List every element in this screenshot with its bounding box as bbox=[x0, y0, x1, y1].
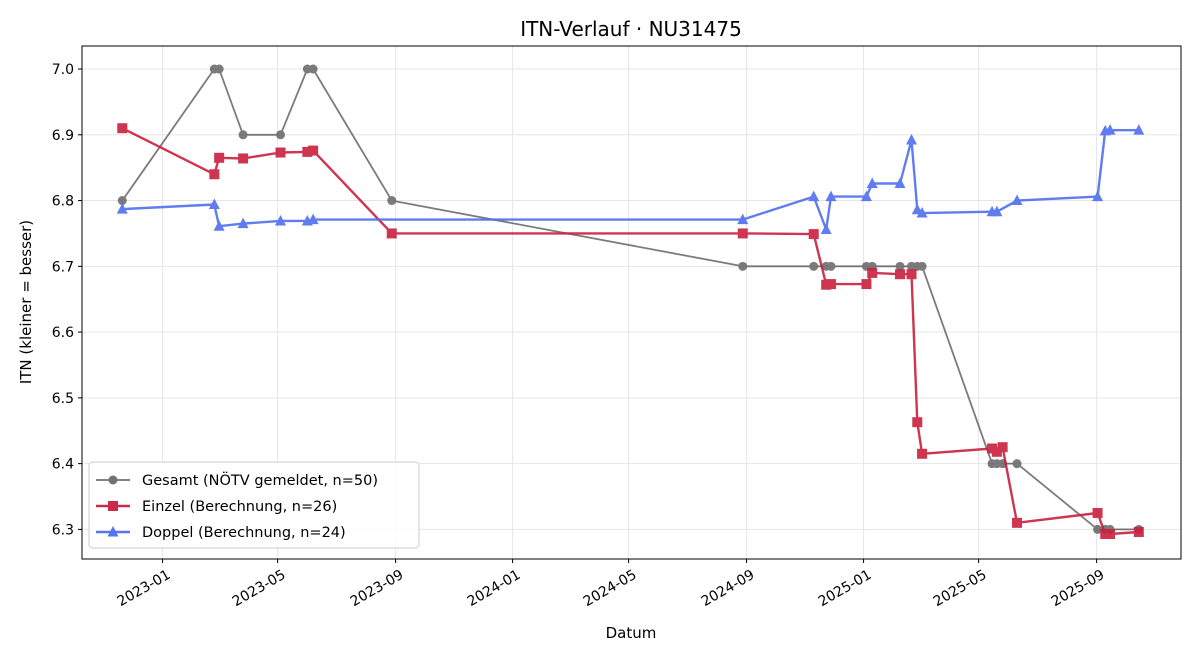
data-point bbox=[208, 198, 220, 210]
data-point bbox=[894, 177, 906, 188]
data-point bbox=[275, 214, 287, 226]
x-tick-label: 2023-09 bbox=[348, 567, 407, 610]
data-point bbox=[912, 417, 923, 428]
data-point bbox=[808, 229, 819, 240]
data-point bbox=[906, 134, 918, 145]
data-point bbox=[808, 190, 820, 202]
legend-entry bbox=[96, 501, 130, 511]
y-axis: 6.3 6.4 6.5 6.6 6.7 6.8 6.9 7.0 bbox=[52, 62, 82, 538]
y-tick-label: 6.7 bbox=[52, 259, 74, 275]
data-point bbox=[737, 213, 749, 225]
series-line bbox=[122, 128, 1139, 231]
data-point bbox=[895, 261, 905, 271]
y-tick-label: 7.0 bbox=[52, 62, 74, 78]
data-point bbox=[117, 196, 127, 206]
y-axis-title: ITN (kleiner = besser) bbox=[17, 220, 35, 384]
data-point bbox=[1105, 529, 1116, 540]
data-point bbox=[238, 130, 248, 140]
data-point bbox=[825, 190, 837, 202]
data-point bbox=[209, 169, 220, 180]
x-axis-title: Datum bbox=[606, 624, 657, 642]
data-point bbox=[825, 279, 836, 290]
data-point bbox=[820, 223, 832, 234]
data-point bbox=[866, 177, 878, 188]
data-point bbox=[1133, 124, 1145, 135]
data-point bbox=[275, 147, 286, 158]
data-point bbox=[1092, 190, 1104, 202]
series-einzel bbox=[117, 123, 1144, 540]
data-point bbox=[861, 279, 872, 290]
data-point bbox=[237, 217, 249, 229]
x-tick-label: 2025-01 bbox=[816, 567, 875, 610]
y-tick-label: 6.6 bbox=[52, 325, 74, 341]
x-tick-label: 2025-05 bbox=[931, 567, 990, 610]
data-point bbox=[917, 448, 928, 459]
data-point bbox=[214, 64, 224, 74]
legend-entry bbox=[96, 475, 130, 485]
legend-marker bbox=[107, 526, 119, 537]
data-point bbox=[991, 446, 1002, 457]
data-point bbox=[1011, 194, 1023, 206]
data-point bbox=[116, 203, 128, 214]
data-point bbox=[738, 261, 748, 271]
x-tick-label: 2024-01 bbox=[465, 567, 524, 610]
x-axis: 2023-01 2023-05 2023-09 2024-01 2024-05 2024-… bbox=[115, 559, 1108, 610]
data-point bbox=[213, 220, 225, 231]
data-point bbox=[809, 261, 819, 271]
legend-label: Doppel (Berechnung, n=24) bbox=[142, 525, 346, 541]
legend: Gesamt (NÖTV gemeldet, n=50) Einzel (Bere… bbox=[88, 461, 420, 549]
x-tick-label: 2025-09 bbox=[1049, 567, 1108, 610]
data-point bbox=[826, 261, 836, 271]
y-tick-label: 6.9 bbox=[52, 128, 74, 144]
data-point bbox=[1133, 527, 1144, 538]
data-point bbox=[1012, 517, 1023, 528]
data-point bbox=[997, 442, 1008, 453]
y-tick-label: 6.4 bbox=[52, 457, 74, 473]
data-point bbox=[906, 269, 917, 280]
data-point bbox=[916, 207, 928, 218]
data-point bbox=[308, 145, 319, 156]
data-point bbox=[307, 213, 319, 225]
y-tick-label: 6.5 bbox=[52, 391, 74, 407]
x-tick-label: 2024-09 bbox=[699, 567, 758, 610]
data-point bbox=[1012, 459, 1022, 469]
data-point bbox=[991, 205, 1003, 217]
legend-label: Einzel (Berechnung, n=26) bbox=[142, 499, 337, 515]
plot-frame bbox=[81, 45, 1182, 560]
data-point bbox=[387, 196, 397, 206]
data-point bbox=[1093, 524, 1103, 534]
data-point bbox=[117, 123, 128, 134]
legend-frame bbox=[88, 461, 420, 549]
legend-label: Gesamt (NÖTV gemeldet, n=50) bbox=[142, 471, 378, 489]
data-point bbox=[276, 130, 286, 140]
data-point bbox=[1104, 124, 1116, 135]
x-tick-label: 2024-05 bbox=[581, 567, 640, 610]
data-point bbox=[386, 228, 397, 239]
data-point bbox=[238, 153, 249, 164]
data-point bbox=[1092, 507, 1103, 518]
data-point bbox=[302, 146, 313, 157]
data-point bbox=[860, 190, 872, 202]
legend-entry bbox=[96, 526, 130, 537]
data-point bbox=[895, 269, 906, 280]
legend-marker bbox=[108, 501, 118, 511]
data-point bbox=[737, 228, 748, 239]
y-tick-label: 6.8 bbox=[52, 194, 74, 210]
y-tick-label: 6.3 bbox=[52, 522, 74, 538]
data-point bbox=[214, 152, 225, 163]
legend-marker bbox=[108, 475, 118, 485]
x-tick-label: 2023-01 bbox=[115, 567, 174, 610]
data-point bbox=[917, 261, 927, 271]
series-doppel bbox=[116, 124, 1145, 234]
data-point bbox=[867, 267, 878, 278]
series-layer bbox=[116, 64, 1145, 540]
x-tick-label: 2023-05 bbox=[230, 567, 289, 610]
series-line bbox=[121, 68, 1139, 531]
data-point bbox=[308, 64, 318, 74]
chart-title: ITN-Verlauf · NU31475 bbox=[520, 17, 742, 41]
